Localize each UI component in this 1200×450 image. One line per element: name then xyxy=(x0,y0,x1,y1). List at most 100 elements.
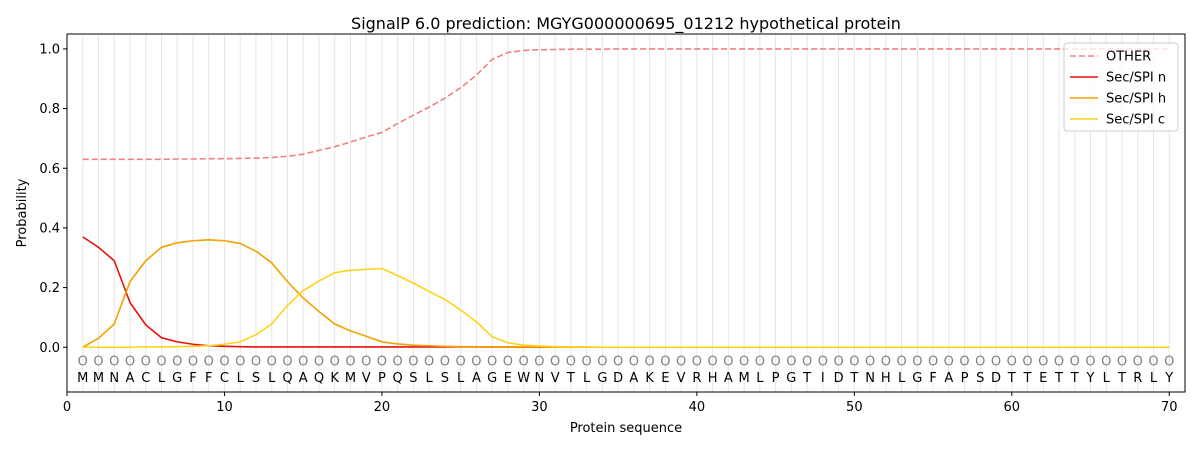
residue-label: G xyxy=(597,371,607,386)
residue-label: C xyxy=(141,371,150,386)
x-tick-label: 20 xyxy=(374,400,391,415)
sequence-marker: O xyxy=(1117,355,1127,370)
residue-label: T xyxy=(1007,371,1016,386)
residue-label: F xyxy=(929,371,936,386)
residue-label: A xyxy=(126,371,135,386)
residue-label: L xyxy=(1150,371,1158,386)
y-tick-label: 0.0 xyxy=(39,341,60,356)
residue-label: M xyxy=(93,371,104,386)
residue-label: P xyxy=(378,371,386,386)
residue-label: E xyxy=(661,371,669,386)
residue-label: M xyxy=(738,371,749,386)
x-axis-ticks: 0 10 20 30 40 50 60 70 xyxy=(63,392,1178,415)
sequence-marker: O xyxy=(487,355,497,370)
sequence-marker: O xyxy=(408,355,418,370)
legend-box xyxy=(1063,42,1179,132)
sequence-marker: O xyxy=(550,355,560,370)
residue-label: V xyxy=(677,371,686,386)
sequence-marker: O xyxy=(1038,355,1048,370)
residue-label: S xyxy=(409,371,417,386)
sequence-marker: O xyxy=(1007,355,1017,370)
residue-label: F xyxy=(205,371,212,386)
plot-frame xyxy=(66,33,1186,393)
sequence-marker: O xyxy=(519,355,529,370)
series-line-2 xyxy=(82,239,1170,349)
residue-label: D xyxy=(613,371,623,386)
residue-label: A xyxy=(472,371,481,386)
residue-label: L xyxy=(426,371,434,386)
residue-label: Y xyxy=(1164,371,1173,386)
sequence-marker: O xyxy=(156,355,166,370)
sequence-marker: O xyxy=(188,355,198,370)
sequence-marker: O xyxy=(802,355,812,370)
residue-label: T xyxy=(1054,371,1063,386)
sequence-marker: O xyxy=(1101,355,1111,370)
x-axis-label: Protein sequence xyxy=(570,421,682,436)
residue-label: T xyxy=(1070,371,1079,386)
x-tick-label: 10 xyxy=(216,400,233,415)
sequence-marker: O xyxy=(361,355,371,370)
residue-label: F xyxy=(189,371,196,386)
chart-title: SignalP 6.0 prediction: MGYG000000695_01… xyxy=(351,14,901,34)
sequence-marker: O xyxy=(896,355,906,370)
y-axis-label: Probability xyxy=(15,178,30,247)
residue-label: S xyxy=(441,371,449,386)
residue-label: Q xyxy=(282,371,292,386)
sequence-marker: O xyxy=(597,355,607,370)
sequence-marker: O xyxy=(1085,355,1095,370)
sequence-marker: O xyxy=(629,355,639,370)
residue-label: Q xyxy=(314,371,324,386)
sequence-marker: O xyxy=(93,355,103,370)
residue-label: E xyxy=(1039,371,1047,386)
sequence-marker: O xyxy=(723,355,733,370)
sequence-marker: O xyxy=(707,355,717,370)
sequence-marker: O xyxy=(928,355,938,370)
residue-label: P xyxy=(961,371,969,386)
y-tick-label: 0.8 xyxy=(39,102,60,117)
sequence-marker: O xyxy=(330,355,340,370)
y-axis-ticks: 0.0 0.2 0.4 0.6 0.8 1.0 xyxy=(39,42,67,356)
sequence-marker: O xyxy=(676,355,686,370)
residue-label: S xyxy=(976,371,984,386)
y-tick-label: 0.6 xyxy=(39,162,60,177)
residue-label: Q xyxy=(393,371,403,386)
sequence-marker: O xyxy=(645,355,655,370)
residue-label: A xyxy=(724,371,733,386)
residue-label: R xyxy=(1133,371,1142,386)
sequence-marker: O xyxy=(282,355,292,370)
sequence-marker: O xyxy=(865,355,875,370)
sequence-marker: O xyxy=(912,355,922,370)
residue-label: L xyxy=(898,371,906,386)
sequence-marker: O xyxy=(566,355,576,370)
sequence-marker: O xyxy=(582,355,592,370)
residue-label: D xyxy=(834,371,844,386)
sequence-marker: O xyxy=(1148,355,1158,370)
sequence-marker: O xyxy=(991,355,1001,370)
sequence-marker: O xyxy=(219,355,229,370)
legend-label-3: Sec/SPI c xyxy=(1106,113,1165,128)
sequence-marker: O xyxy=(377,355,387,370)
sequence-marker: O xyxy=(471,355,481,370)
sequence-marker: O xyxy=(755,355,765,370)
residue-label: I xyxy=(821,371,825,386)
residue-label: M xyxy=(345,371,356,386)
residue-label: L xyxy=(1103,371,1111,386)
residue-label: N xyxy=(535,371,545,386)
residue-label: A xyxy=(299,371,308,386)
sequence-marker: O xyxy=(78,355,88,370)
residue-label: G xyxy=(912,371,922,386)
sequence-marker: O xyxy=(1022,355,1032,370)
sequence-marker: O xyxy=(739,355,749,370)
sequence-marker: O xyxy=(456,355,466,370)
legend-label-0: OTHER xyxy=(1106,50,1151,65)
series-line-0 xyxy=(82,48,1170,161)
residue-label: G xyxy=(786,371,796,386)
legend-label-2: Sec/SPI h xyxy=(1106,92,1166,107)
x-tick-label: 0 xyxy=(63,400,71,415)
residue-label: L xyxy=(457,371,465,386)
sequence-marker: O xyxy=(959,355,969,370)
residue-label: T xyxy=(566,371,575,386)
